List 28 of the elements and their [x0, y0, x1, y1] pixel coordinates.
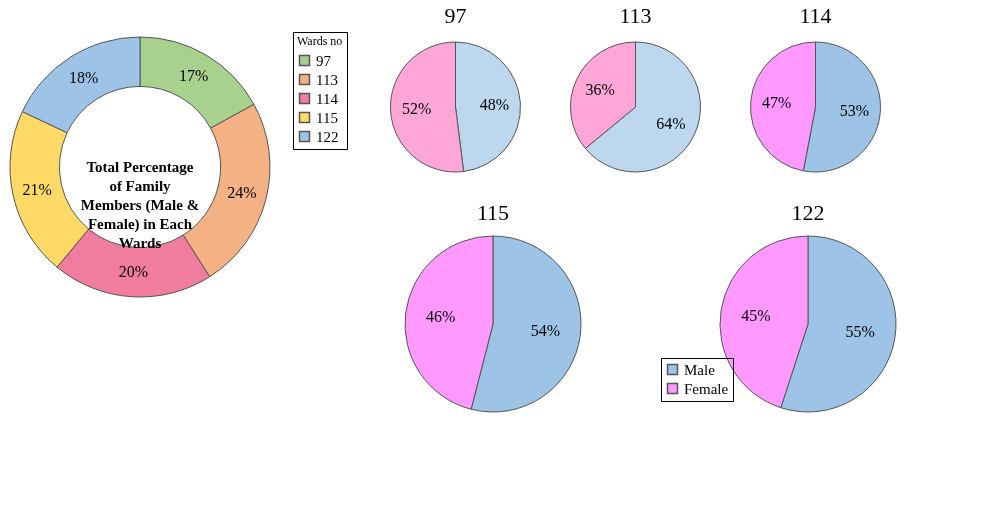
data-label: 17% [178, 67, 209, 85]
legend-label: 115 [316, 109, 338, 126]
data-label: 48% [479, 95, 510, 113]
data-label: 36% [585, 81, 615, 99]
chart-title: 115 [476, 200, 510, 225]
data-label: 53% [839, 101, 869, 119]
data-label: 24% [227, 184, 257, 202]
data-label: 54% [530, 321, 561, 339]
data-label: 47% [762, 94, 792, 112]
legend-label: 97 [316, 52, 332, 69]
data-label: 55% [845, 323, 875, 341]
data-label: 18% [68, 69, 99, 87]
data-label: 45% [741, 306, 771, 324]
data-label: 52% [401, 100, 432, 118]
chart-title: 114 [799, 3, 832, 28]
legend-label: 114 [316, 90, 339, 107]
legend-label: 113 [316, 71, 338, 88]
data-label: 46% [425, 308, 456, 326]
data-label: 20% [118, 263, 149, 281]
chart-title: 113 [619, 3, 652, 28]
legend-title: Wards no [297, 34, 343, 48]
chart-title: 122 [791, 200, 825, 225]
legend-label: 122 [316, 128, 339, 145]
data-label: 64% [656, 114, 686, 132]
data-label: 21% [22, 180, 52, 198]
legend-label: Female [684, 380, 729, 397]
chart-title: 97 [444, 3, 467, 28]
legend-label: Male [684, 361, 716, 378]
